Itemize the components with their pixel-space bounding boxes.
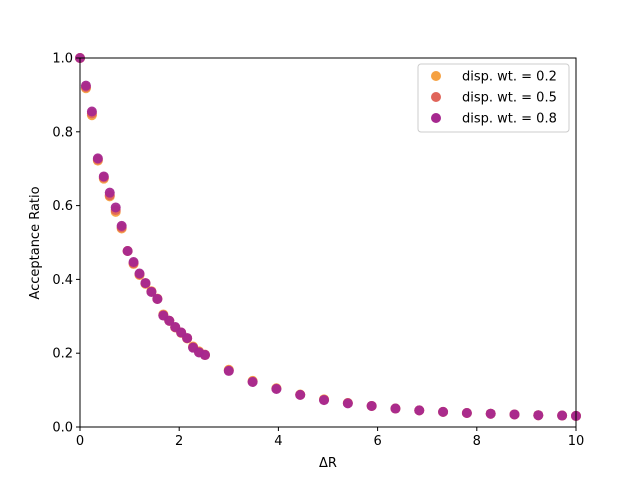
data-point: [110, 202, 121, 213]
plot-frame: [79, 57, 577, 428]
data-point: [295, 389, 306, 400]
data-point: [86, 106, 97, 117]
data-point: [116, 220, 127, 231]
data-point: [247, 376, 258, 387]
data-point: [366, 400, 377, 411]
data-point: [182, 333, 193, 344]
data-point: [342, 398, 353, 409]
data-point: [223, 365, 234, 376]
data-point: [414, 405, 425, 416]
x-tick-label: 8: [473, 434, 481, 449]
data-points: [75, 53, 581, 421]
data-point: [140, 278, 151, 289]
legend-marker: [431, 92, 441, 102]
y-tick-label: 1.0: [52, 52, 73, 67]
x-tick-label: 4: [274, 434, 282, 449]
data-point: [122, 245, 133, 256]
data-point: [92, 153, 103, 164]
legend-label: disp. wt. = 0.5: [462, 91, 557, 106]
y-tick-label: 0.8: [52, 125, 73, 140]
data-point: [128, 257, 139, 268]
y-tick-label: 0.4: [52, 273, 73, 288]
y-tick-label: 0.2: [52, 347, 73, 362]
data-point: [199, 350, 210, 361]
x-tick-label: 2: [175, 434, 183, 449]
series-3: [75, 53, 581, 421]
axis-ticks: 0 2 4 6 8 10 0.0 0.2 0.4 0.6 0.8 1.0: [52, 52, 584, 450]
data-point: [164, 315, 175, 326]
data-point: [146, 286, 157, 297]
legend-box: [417, 63, 570, 133]
data-point: [152, 293, 163, 304]
x-tick-label: 6: [373, 434, 381, 449]
y-axis-label: Acceptance Ratio: [28, 186, 43, 299]
x-axis-label: ΔR: [319, 456, 337, 471]
legend-marker: [431, 113, 441, 123]
data-point: [319, 395, 330, 406]
y-tick-label: 0.6: [52, 199, 73, 214]
x-tick-label: 10: [568, 434, 585, 449]
data-point: [461, 407, 472, 418]
data-point: [557, 410, 568, 421]
legend-label: disp. wt. = 0.2: [462, 70, 557, 85]
data-point: [533, 410, 544, 421]
data-point: [98, 171, 109, 182]
data-point: [438, 406, 449, 417]
x-tick-label: 0: [76, 434, 84, 449]
legend-label: disp. wt. = 0.8: [462, 112, 557, 127]
y-tick-label: 0.0: [52, 421, 73, 436]
data-point: [134, 268, 145, 279]
data-point: [390, 403, 401, 414]
data-point: [509, 409, 520, 420]
data-point: [104, 187, 115, 198]
legend: disp. wt. = 0.2 disp. wt. = 0.5 disp. wt. …: [417, 63, 570, 133]
legend-marker: [431, 71, 441, 81]
data-point: [485, 408, 496, 419]
data-point: [80, 80, 91, 91]
data-point: [271, 383, 282, 394]
